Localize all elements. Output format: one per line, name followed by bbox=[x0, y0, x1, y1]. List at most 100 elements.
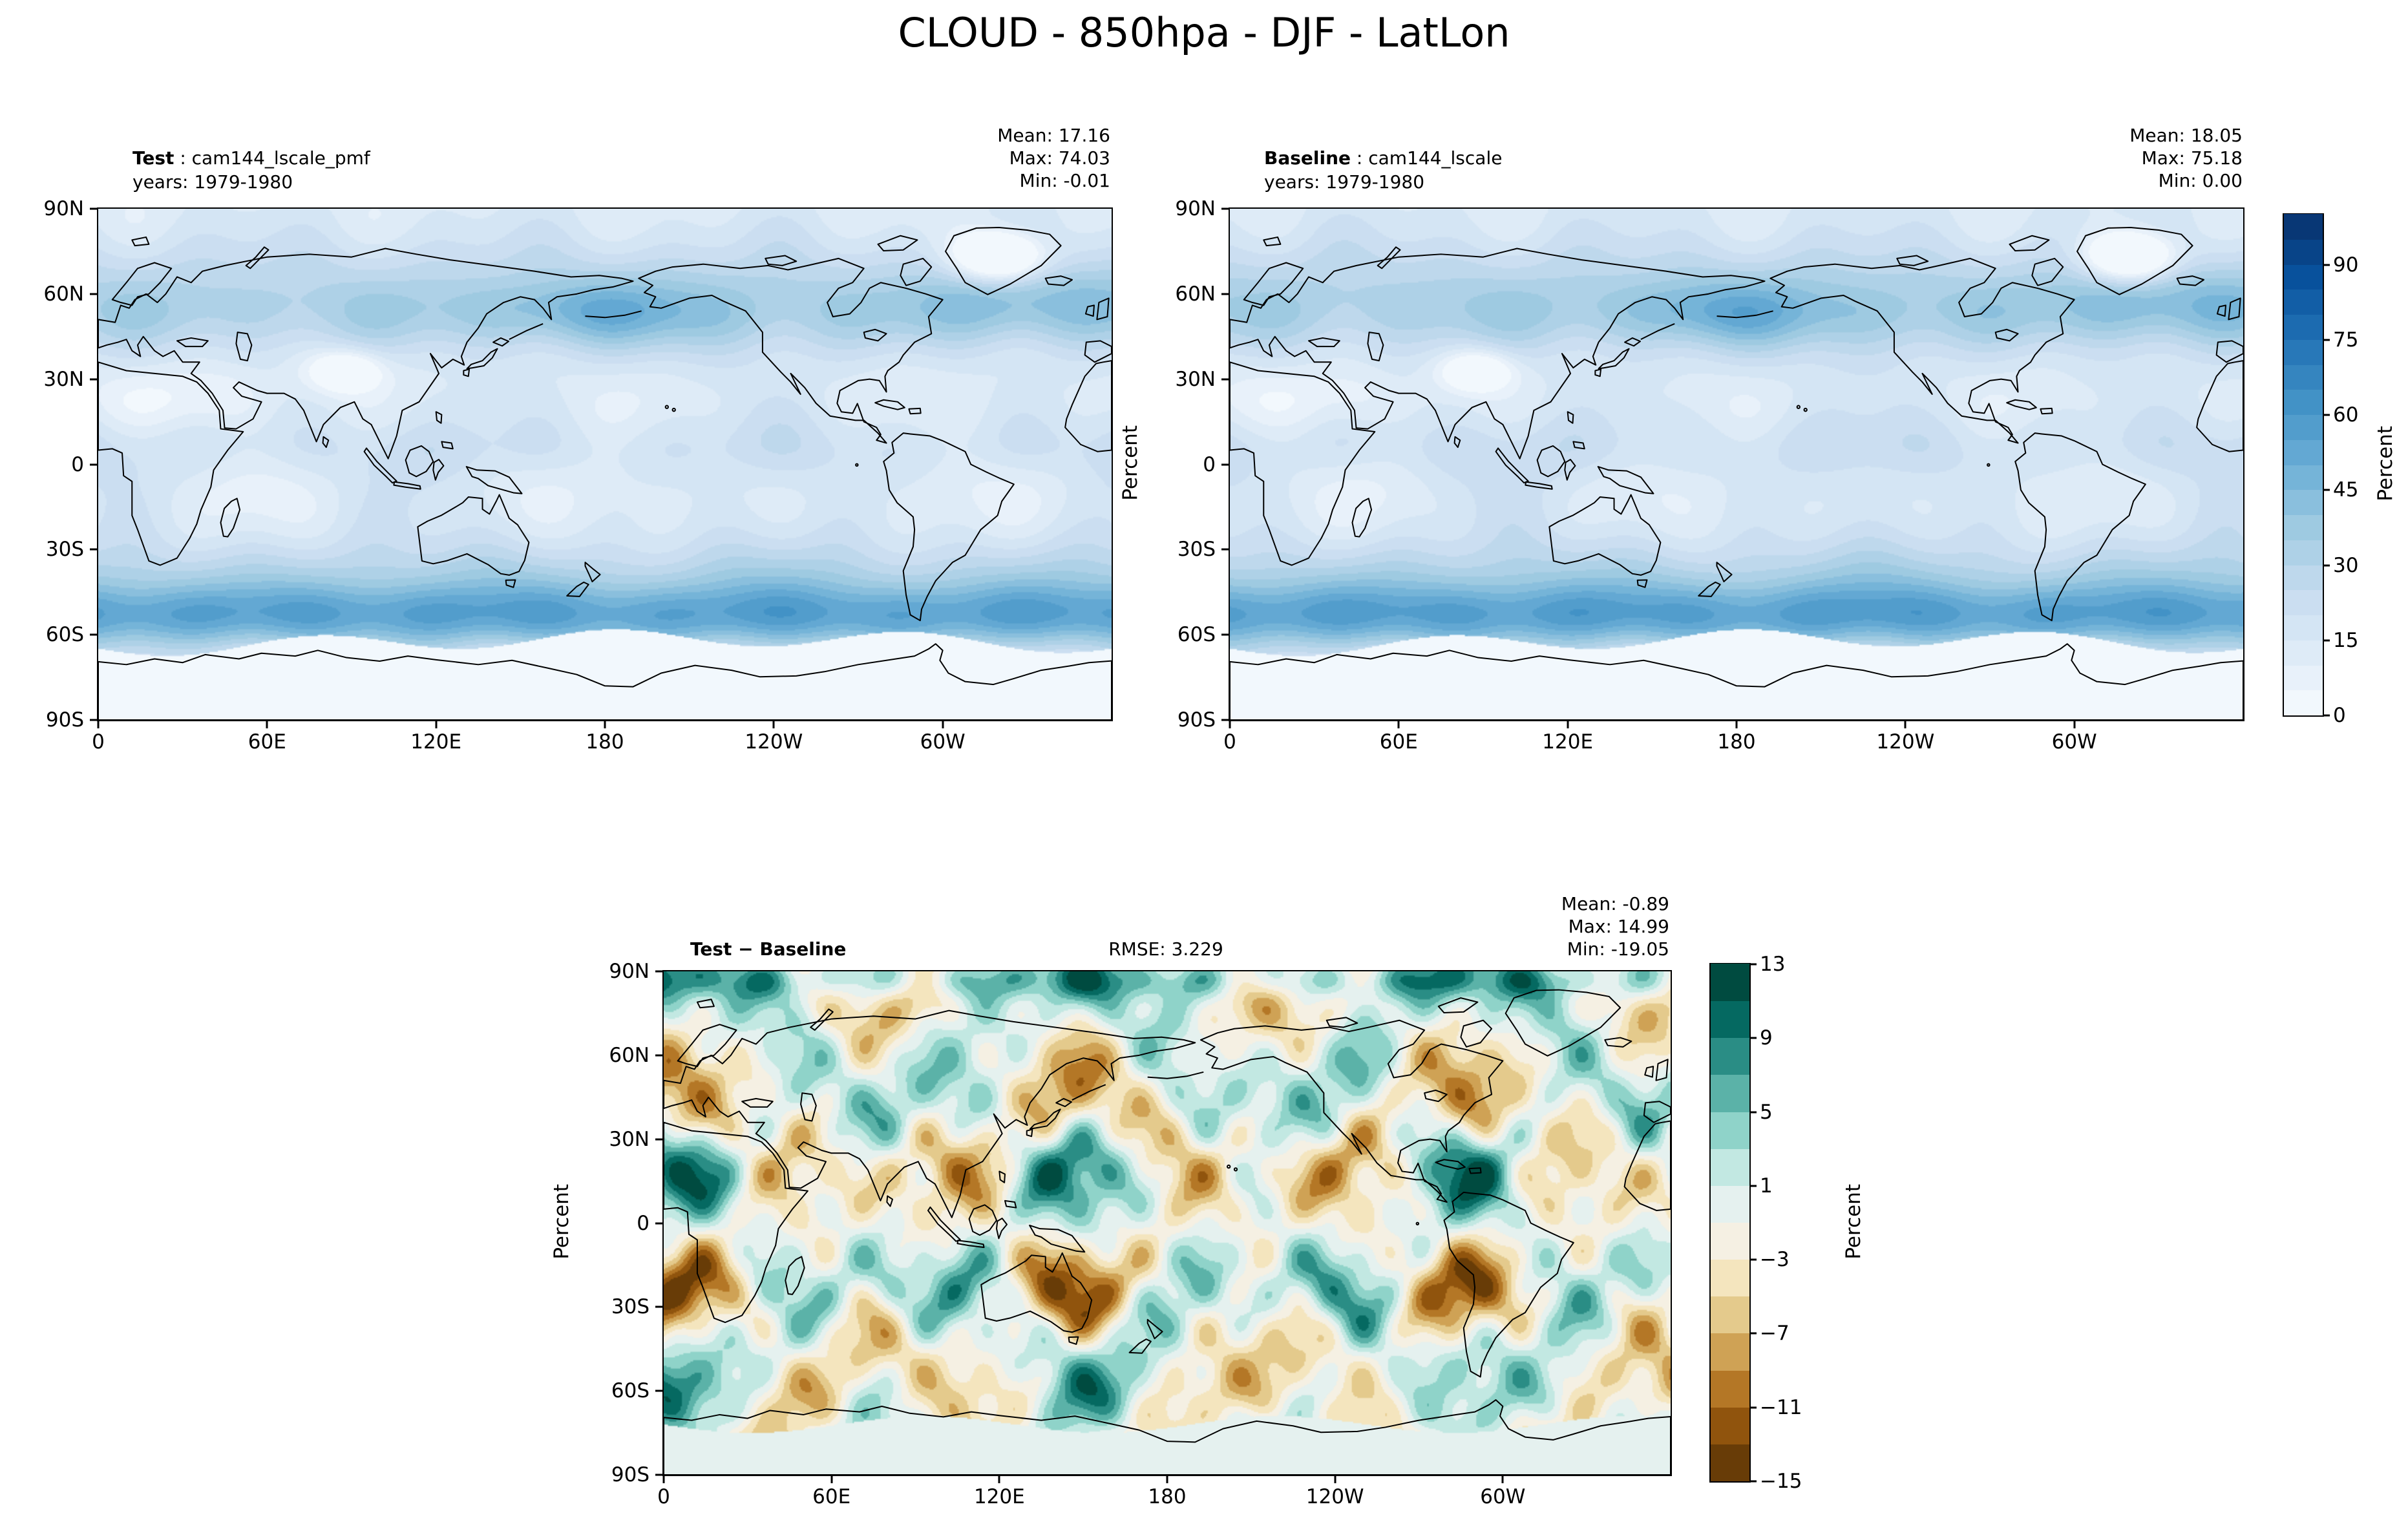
lat-tick-mark bbox=[1221, 207, 1230, 210]
colorbar-tick-label: −15 bbox=[1760, 1470, 1802, 1493]
lat-tick-mark bbox=[1221, 463, 1230, 465]
colorbar-tick-mark bbox=[1749, 1406, 1757, 1409]
lat-tick-mark bbox=[1221, 633, 1230, 636]
lat-tick-mark bbox=[90, 633, 98, 636]
lat-tick-label: 90N bbox=[1175, 197, 1216, 220]
lat-tick-label: 90S bbox=[611, 1463, 650, 1486]
lon-tick-label: 120W bbox=[1876, 730, 1935, 754]
colorbar-segment bbox=[2284, 690, 2323, 715]
diff-min: Min: -19.05 bbox=[1567, 938, 1669, 960]
lon-tick-mark bbox=[1735, 720, 1738, 728]
lat-tick-mark bbox=[1221, 719, 1230, 721]
lon-tick-mark bbox=[1567, 720, 1569, 728]
colorbar-tick-mark bbox=[2323, 339, 2330, 341]
lon-tick-mark bbox=[1904, 720, 1906, 728]
lon-tick-label: 180 bbox=[1717, 730, 1756, 754]
lat-tick-label: 60N bbox=[43, 282, 84, 306]
lat-tick-label: 60S bbox=[45, 623, 84, 647]
colorbar-segment bbox=[1711, 1037, 1749, 1075]
lon-tick-label: 60W bbox=[920, 730, 966, 754]
figure-title: CLOUD - 850hpa - DJF - LatLon bbox=[898, 9, 1510, 56]
colorbar-tick-label: 1 bbox=[1760, 1174, 1773, 1198]
lon-tick-label: 60W bbox=[1480, 1485, 1526, 1508]
colorbar-tick-mark bbox=[1749, 1111, 1757, 1114]
baseline-panel-header: Baseline : cam144_lscale years: 1979-198… bbox=[1264, 146, 1502, 194]
lat-tick-label: 90S bbox=[1177, 708, 1216, 732]
diff-colorbar-label-text: Percent bbox=[1842, 1183, 1865, 1260]
colorbar-segment bbox=[1711, 1185, 1749, 1223]
colorbar-segment bbox=[2284, 664, 2323, 691]
colorbar-tick-label: 90 bbox=[2333, 253, 2359, 277]
lon-tick-label: 60E bbox=[248, 730, 286, 754]
lon-tick-label: 0 bbox=[92, 730, 105, 754]
baseline-separator: : bbox=[1351, 147, 1369, 169]
diff-ylabel-text: Percent bbox=[550, 1184, 573, 1260]
test-panel-title: Test : cam144_lscale_pmf bbox=[132, 146, 370, 170]
diff-colorbar: −15 −11 −7 −3 1 5 9 13 bbox=[1709, 953, 1802, 1493]
lat-tick-label: 60N bbox=[609, 1043, 650, 1067]
colorbar-segment bbox=[2284, 439, 2323, 465]
colorbar-segment bbox=[2284, 564, 2323, 591]
diff-panel-header: Test − Baseline bbox=[690, 937, 846, 961]
lon-tick-mark bbox=[97, 720, 100, 728]
colorbar-segment bbox=[2284, 489, 2323, 515]
colorbar-segment bbox=[1711, 1221, 1749, 1260]
main-colorbar-label: Percent bbox=[2371, 213, 2400, 714]
colorbar-tick-label: 45 bbox=[2333, 478, 2359, 502]
test-years: years: 1979-1980 bbox=[132, 171, 293, 193]
colorbar-tick-mark bbox=[2323, 564, 2330, 566]
baseline-stats: Mean: 18.05 Max: 75.18 Min: 0.00 bbox=[1965, 124, 2243, 192]
lon-tick-label: 120E bbox=[973, 1485, 1025, 1508]
lon-tick-label: 60E bbox=[812, 1485, 851, 1508]
lon-tick-mark bbox=[998, 1475, 1000, 1483]
colorbar-segment bbox=[2284, 264, 2323, 290]
lon-tick-label: 0 bbox=[1223, 730, 1236, 754]
baseline-map-field bbox=[1230, 209, 2243, 720]
lat-tick-mark bbox=[655, 970, 664, 973]
colorbar-tick-mark bbox=[1749, 1332, 1757, 1335]
lat-tick-label: 60S bbox=[611, 1379, 650, 1403]
colorbar-tick-label: 60 bbox=[2333, 403, 2359, 427]
lon-tick-label: 60E bbox=[1379, 730, 1418, 754]
lat-tick-mark bbox=[90, 548, 98, 551]
baseline-mean: Mean: 18.05 bbox=[2129, 125, 2243, 146]
colorbar-tick-label: −7 bbox=[1760, 1322, 1790, 1346]
baseline-label: Baseline bbox=[1264, 147, 1351, 169]
lon-tick-label: 120W bbox=[745, 730, 803, 754]
baseline-min: Min: 0.00 bbox=[2158, 170, 2243, 191]
diff-ylabel: Percent bbox=[547, 970, 576, 1474]
colorbar-segment bbox=[2284, 389, 2323, 415]
baseline-years: years: 1979-1980 bbox=[1264, 171, 1425, 193]
diff-stats: Mean: -0.89 Max: 14.99 Min: -19.05 bbox=[1391, 893, 1669, 960]
colorbar-segment bbox=[1711, 1000, 1749, 1039]
colorbar-tick-label: −11 bbox=[1760, 1395, 1802, 1419]
colorbar-segment bbox=[2284, 238, 2323, 265]
diff-map: 90N 60N 30N 0 30S 60S 90S 0 60E 120E 180 120W 60W bbox=[609, 960, 1672, 1508]
colorbar-tick-mark bbox=[1749, 1185, 1757, 1187]
test-stats: Mean: 17.16 Max: 74.03 Min: -0.01 bbox=[832, 124, 1110, 192]
lon-tick-label: 120E bbox=[1542, 730, 1594, 754]
lon-tick-label: 60W bbox=[2051, 730, 2097, 754]
colorbar-segment bbox=[2284, 589, 2323, 615]
lon-tick-mark bbox=[435, 720, 438, 728]
lat-tick-mark bbox=[90, 293, 98, 295]
lat-tick-mark bbox=[1221, 378, 1230, 381]
colorbar-segment bbox=[1711, 1111, 1749, 1149]
lat-tick-label: 90N bbox=[609, 960, 650, 983]
diff-colorbar-label: Percent bbox=[1839, 963, 1868, 1480]
colorbar-tick-label: −3 bbox=[1760, 1248, 1790, 1272]
colorbar-tick-mark bbox=[2323, 489, 2330, 491]
colorbar-segment bbox=[1711, 1333, 1749, 1371]
diff-map-field bbox=[664, 971, 1671, 1475]
lat-tick-label: 0 bbox=[71, 452, 84, 476]
colorbar-tick-label: 15 bbox=[2333, 628, 2359, 652]
lon-tick-mark bbox=[1166, 1475, 1168, 1483]
lat-tick-mark bbox=[1221, 548, 1230, 551]
colorbar-segment bbox=[1711, 1369, 1749, 1408]
lat-tick-mark bbox=[90, 719, 98, 721]
lat-tick-label: 30S bbox=[611, 1295, 650, 1319]
test-min: Min: -0.01 bbox=[1019, 170, 1110, 191]
baseline-map-coastlines bbox=[1230, 209, 2243, 720]
lat-tick-label: 30N bbox=[43, 367, 84, 391]
